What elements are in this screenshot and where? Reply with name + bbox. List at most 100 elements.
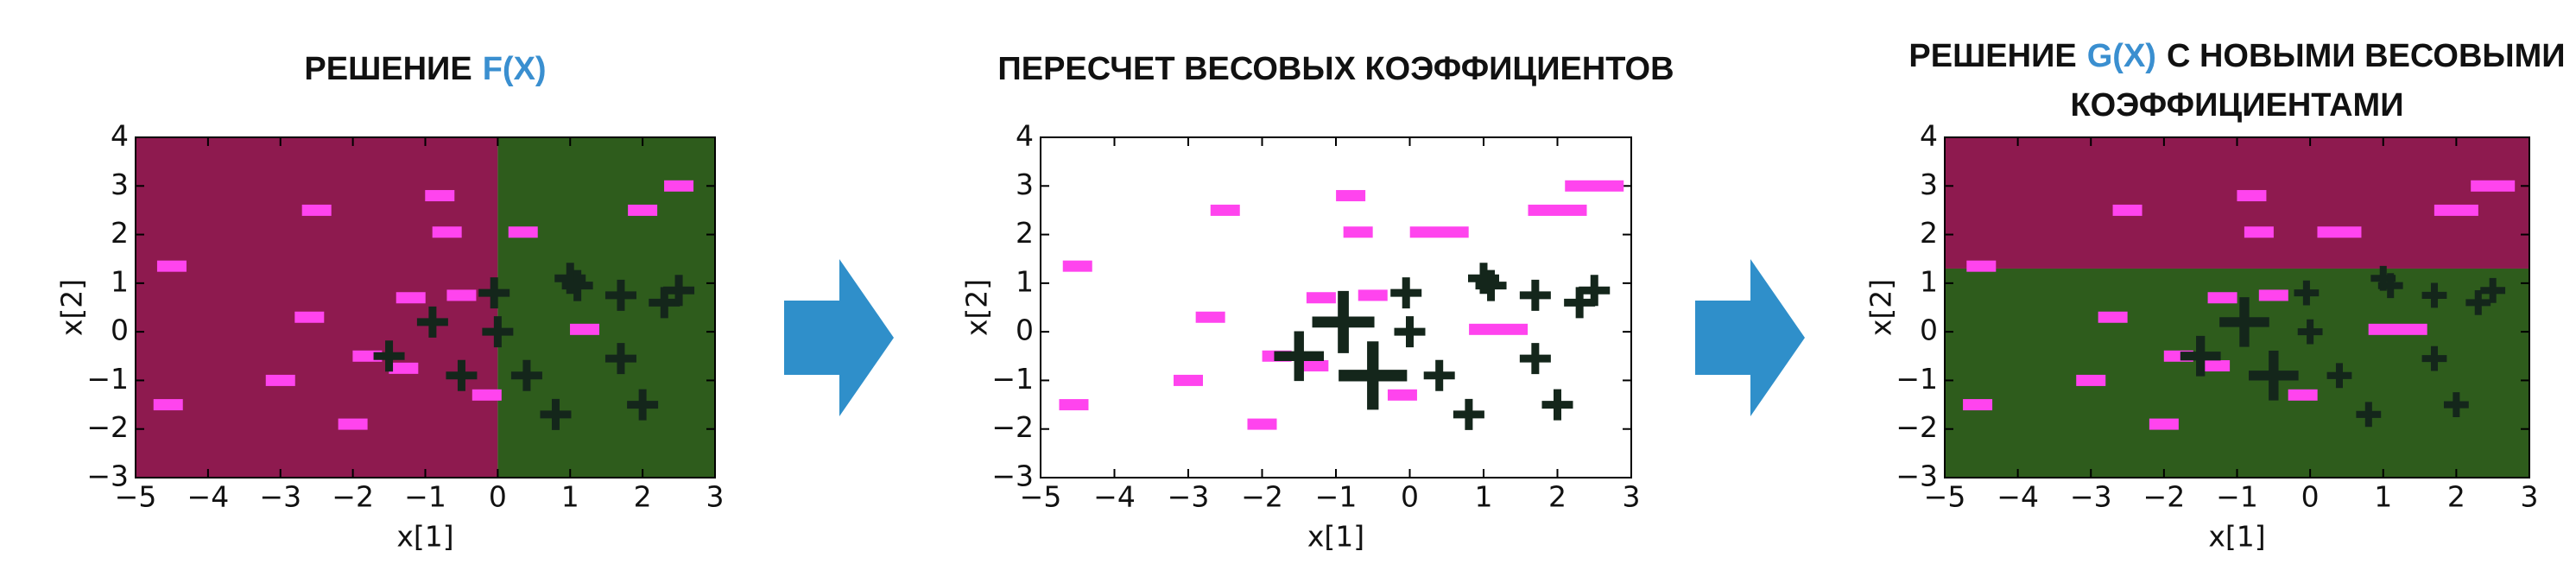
x-tick-label: −2 xyxy=(1241,480,1283,514)
y-tick-label: 3 xyxy=(1920,168,1938,201)
x-tick-label: 2 xyxy=(1548,480,1566,514)
positive-point xyxy=(2377,273,2403,299)
x-tick-label: 1 xyxy=(2374,480,2392,514)
plot-frame xyxy=(1944,136,2530,478)
negative-point xyxy=(2207,292,2237,304)
x-tick-label: −3 xyxy=(259,480,301,514)
plot-frame xyxy=(135,136,716,478)
negative-point xyxy=(2258,289,2288,301)
positive-point xyxy=(1453,398,1484,430)
decision-region xyxy=(1945,137,2529,269)
negative-point xyxy=(2112,204,2142,216)
chart-title: РЕШЕНИЕ G(X) С НОВЫМИ ВЕСОВЫМИ xyxy=(1908,38,2565,74)
arrow xyxy=(784,259,894,416)
positive-point xyxy=(2465,289,2491,315)
x-tick-label: −1 xyxy=(1315,480,1358,514)
y-tick-label: 4 xyxy=(1920,119,1938,153)
positive-point xyxy=(1519,279,1551,311)
negative-point xyxy=(2076,374,2106,386)
negative-point xyxy=(1963,399,1993,411)
positive-point xyxy=(2326,363,2352,389)
y-tick-label: 1 xyxy=(111,264,129,298)
x-axis-label: x[1] xyxy=(2208,520,2265,554)
x-tick-label: 3 xyxy=(2521,480,2539,514)
positive-point xyxy=(2443,392,2469,417)
y-axis-label: x[2] xyxy=(960,279,994,336)
negative-point xyxy=(1387,389,1417,401)
y-tick-label: 1 xyxy=(1920,264,1938,298)
y-tick-label: 0 xyxy=(1920,314,1938,347)
title-segment: G(X) xyxy=(2087,38,2156,74)
y-tick-label: 2 xyxy=(111,216,129,250)
positive-point xyxy=(561,269,593,301)
plot-frame xyxy=(1040,136,1632,478)
negative-point xyxy=(1247,418,1277,430)
negative-point xyxy=(2200,360,2231,372)
y-tick-label: 2 xyxy=(1016,216,1034,250)
negative-point xyxy=(425,190,455,202)
y-tick-label: 3 xyxy=(111,168,129,201)
x-tick-label: 0 xyxy=(489,480,507,514)
positive-point xyxy=(2180,335,2221,377)
x-tick-label: −2 xyxy=(332,480,374,514)
x-axis-label: x[1] xyxy=(1307,520,1364,554)
negative-point xyxy=(153,399,183,411)
positive-point xyxy=(1519,343,1551,375)
y-tick-label: 0 xyxy=(111,314,129,347)
negative-point xyxy=(1336,190,1366,202)
x-tick-label: −1 xyxy=(2216,480,2258,514)
positive-point xyxy=(627,389,659,421)
chart-title: КОЭФФИЦИЕНТАМИ xyxy=(2070,87,2403,124)
negative-point xyxy=(1062,260,1092,272)
x-tick-label: 3 xyxy=(1623,480,1641,514)
title-segment: F(X) xyxy=(483,51,547,87)
negative-point xyxy=(1966,260,1997,272)
negative-point xyxy=(570,323,600,335)
positive-point xyxy=(482,316,514,348)
y-tick-label: −3 xyxy=(86,459,129,493)
negative-point xyxy=(2288,389,2318,401)
y-tick-label: −1 xyxy=(86,362,129,396)
negative-point xyxy=(265,374,295,386)
negative-point xyxy=(2434,204,2478,216)
positive-point xyxy=(478,277,510,309)
x-tick-label: −3 xyxy=(2070,480,2112,514)
negative-point xyxy=(2368,323,2427,335)
x-tick-label: 2 xyxy=(2447,480,2465,514)
negative-point xyxy=(2317,226,2362,238)
positive-point xyxy=(2297,319,2323,345)
positive-point xyxy=(663,275,695,307)
x-tick-label: −4 xyxy=(187,480,230,514)
chart-title: ПЕРЕСЧЕТ ВЕСОВЫХ КОЭФФИЦИЕНТОВ xyxy=(997,51,1674,87)
negative-point xyxy=(1174,374,1203,386)
positive-point xyxy=(2294,280,2320,306)
positive-point xyxy=(1423,359,1455,391)
positive-point xyxy=(2356,402,2382,428)
y-tick-label: −2 xyxy=(991,410,1034,444)
y-tick-label: 2 xyxy=(1920,216,1938,250)
negative-point xyxy=(1343,226,1373,238)
x-tick-label: 3 xyxy=(706,480,725,514)
positive-point xyxy=(373,340,405,372)
y-tick-label: −1 xyxy=(1896,362,1938,396)
chart-title: РЕШЕНИЕ F(X) xyxy=(304,51,546,87)
negative-point xyxy=(446,289,477,301)
x-tick-label: 0 xyxy=(1401,480,1419,514)
negative-point xyxy=(2237,190,2267,202)
y-tick-label: −1 xyxy=(991,362,1034,396)
x-tick-label: −4 xyxy=(1093,480,1136,514)
negative-point xyxy=(472,389,502,401)
negative-point xyxy=(2471,180,2516,192)
y-tick-label: −3 xyxy=(1896,459,1938,493)
positive-point xyxy=(1312,290,1375,353)
y-axis-label: x[2] xyxy=(1864,279,1898,336)
arrow xyxy=(1695,259,1805,416)
x-tick-label: 1 xyxy=(561,480,579,514)
x-tick-label: −4 xyxy=(1997,480,2039,514)
negative-point xyxy=(1299,360,1329,372)
x-tick-label: 2 xyxy=(634,480,652,514)
y-tick-label: 1 xyxy=(1016,264,1034,298)
positive-point xyxy=(1394,316,1426,348)
negative-point xyxy=(1358,289,1388,301)
